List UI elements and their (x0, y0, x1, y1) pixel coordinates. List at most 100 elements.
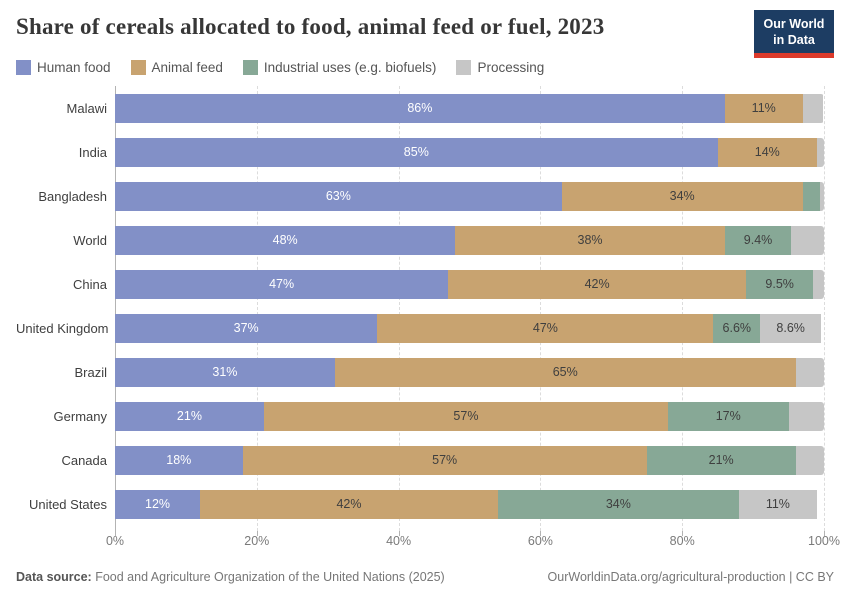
bar-value-label: 57% (453, 409, 479, 423)
bar-segment[interactable] (820, 181, 824, 211)
gridline (824, 86, 825, 531)
x-axis-label: 60% (527, 534, 553, 548)
bar-segment[interactable]: 21% (646, 445, 796, 475)
bar-value-label: 47% (532, 321, 558, 335)
bar-segment[interactable]: 9.5% (745, 269, 814, 299)
bar-segment[interactable]: 38% (455, 225, 725, 255)
country-label: Malawi (66, 100, 107, 116)
axis-tick (398, 531, 400, 536)
bar-segment[interactable]: 86% (115, 93, 725, 123)
bar-value-label: 86% (407, 101, 433, 115)
legend-item[interactable]: Human food (16, 59, 111, 75)
bar-value-label: 6.6% (722, 321, 752, 335)
bar-segment[interactable]: 34% (561, 181, 803, 211)
bar-segment[interactable]: 34% (497, 489, 739, 519)
x-axis-label: 100% (808, 534, 840, 548)
bar-value-label: 12% (145, 497, 171, 511)
bar-segment[interactable]: 9.4% (724, 225, 792, 255)
bar-segment[interactable] (802, 93, 823, 123)
owid-logo-line1: Our World (763, 17, 825, 31)
bar-segment[interactable]: 6.6% (713, 313, 761, 343)
chart-area: Malawi 86% 11% India 85% 14% Bangladesh 63% 34% W… (16, 86, 840, 554)
chart-row: Canada 18% 57% 21% (16, 438, 834, 482)
bar-segment[interactable] (788, 401, 824, 431)
bar-segment[interactable]: 11% (724, 93, 803, 123)
bar-segment[interactable] (795, 445, 824, 475)
legend-item[interactable]: Processing (456, 59, 545, 75)
legend-swatch-icon (456, 59, 472, 75)
stacked-bar: 48% 38% 9.4% (115, 225, 824, 255)
bar-segment[interactable]: 48% (115, 225, 456, 255)
bar-value-label: 34% (605, 497, 631, 511)
bar-value-label: 65% (552, 365, 578, 379)
stacked-bar: 85% 14% (115, 137, 824, 167)
page-title: Share of cereals allocated to food, anim… (16, 14, 605, 39)
bar-segment[interactable]: 12% (115, 489, 201, 519)
bar-value-label: 9.5% (765, 277, 794, 291)
x-axis-label: 0% (105, 534, 125, 548)
bar-value-label: 85% (403, 145, 429, 159)
legend-item[interactable]: Animal feed (130, 59, 223, 75)
bar-segment[interactable]: 37% (115, 313, 378, 343)
bar-value-label: 48% (272, 233, 298, 247)
bar-segment[interactable] (802, 181, 821, 211)
bar-value-label: 57% (432, 453, 458, 467)
bar-value-label: 21% (176, 409, 202, 423)
bar-segment[interactable]: 65% (334, 357, 796, 387)
bar-segment[interactable]: 47% (377, 313, 714, 343)
bar-segment[interactable]: 8.6% (760, 313, 822, 343)
bar-segment[interactable]: 21% (115, 401, 264, 431)
chart-row: Malawi 86% 11% (16, 86, 834, 130)
bar-value-label: 18% (166, 453, 192, 467)
bar-value-label: 17% (715, 409, 741, 423)
bar-segment[interactable] (813, 269, 824, 299)
stacked-bar: 47% 42% 9.5% (115, 269, 824, 299)
bar-segment[interactable]: 42% (448, 269, 746, 299)
bar-segment[interactable]: 31% (115, 357, 335, 387)
bar-segment[interactable] (816, 137, 824, 167)
legend-label: Industrial uses (e.g. biofuels) (263, 59, 437, 75)
bar-value-label: 42% (584, 277, 610, 291)
bar-segment[interactable]: 47% (115, 269, 449, 299)
gridline (256, 86, 258, 531)
owid-logo[interactable]: Our World in Data (754, 10, 834, 59)
owid-citation-link[interactable]: OurWorldinData.org/agricultural-producti… (547, 570, 834, 584)
chart-row: India 85% 14% (16, 130, 834, 174)
chart-row: China 47% 42% 9.5% (16, 262, 834, 306)
stacked-bar: 63% 34% (115, 181, 824, 211)
bar-segment[interactable]: 57% (263, 401, 668, 431)
bar-segment[interactable]: 42% (200, 489, 498, 519)
bar-segment[interactable]: 63% (115, 181, 562, 211)
chart-row: United Kingdom 37% 47% 6.6% 8.6% (16, 306, 834, 350)
chart-row: Brazil 31% 65% (16, 350, 834, 394)
stacked-bar: 12% 42% 34% 11% (115, 489, 824, 519)
chart-row: United States 12% 42% 34% 11% (16, 482, 834, 526)
bar-segment[interactable]: 11% (738, 489, 817, 519)
bar-segment[interactable]: 14% (717, 137, 817, 167)
country-label: United States (28, 496, 107, 512)
country-label: Bangladesh (38, 188, 107, 204)
axis-tick (115, 531, 116, 536)
bar-rows: Malawi 86% 11% India 85% 14% Bangladesh 63% 34% W… (16, 86, 834, 526)
country-label: United Kingdom (16, 320, 109, 336)
bar-segment[interactable]: 57% (242, 445, 647, 475)
stacked-bar: 37% 47% 6.6% 8.6% (115, 313, 824, 343)
bar-value-label: 42% (336, 497, 362, 511)
stacked-bar: 86% 11% (115, 93, 824, 123)
data-source-label: Data source: (16, 570, 92, 584)
legend-swatch-icon (130, 59, 146, 75)
legend-swatch-icon (16, 59, 31, 75)
legend-label: Processing (477, 59, 545, 75)
data-source-text: Food and Agriculture Organization of the… (91, 570, 445, 584)
bar-segment[interactable]: 17% (668, 401, 789, 431)
bar-segment[interactable]: 85% (115, 137, 718, 167)
legend-item[interactable]: Industrial uses (e.g. biofuels) (242, 59, 437, 75)
data-source-note: Data source: Food and Agriculture Organi… (16, 570, 445, 584)
gridline (540, 86, 542, 531)
bar-segment[interactable] (795, 357, 824, 387)
bar-segment[interactable] (791, 225, 824, 255)
x-axis-label: 20% (244, 534, 270, 548)
axis-line (115, 86, 116, 531)
bar-segment[interactable]: 18% (115, 445, 243, 475)
